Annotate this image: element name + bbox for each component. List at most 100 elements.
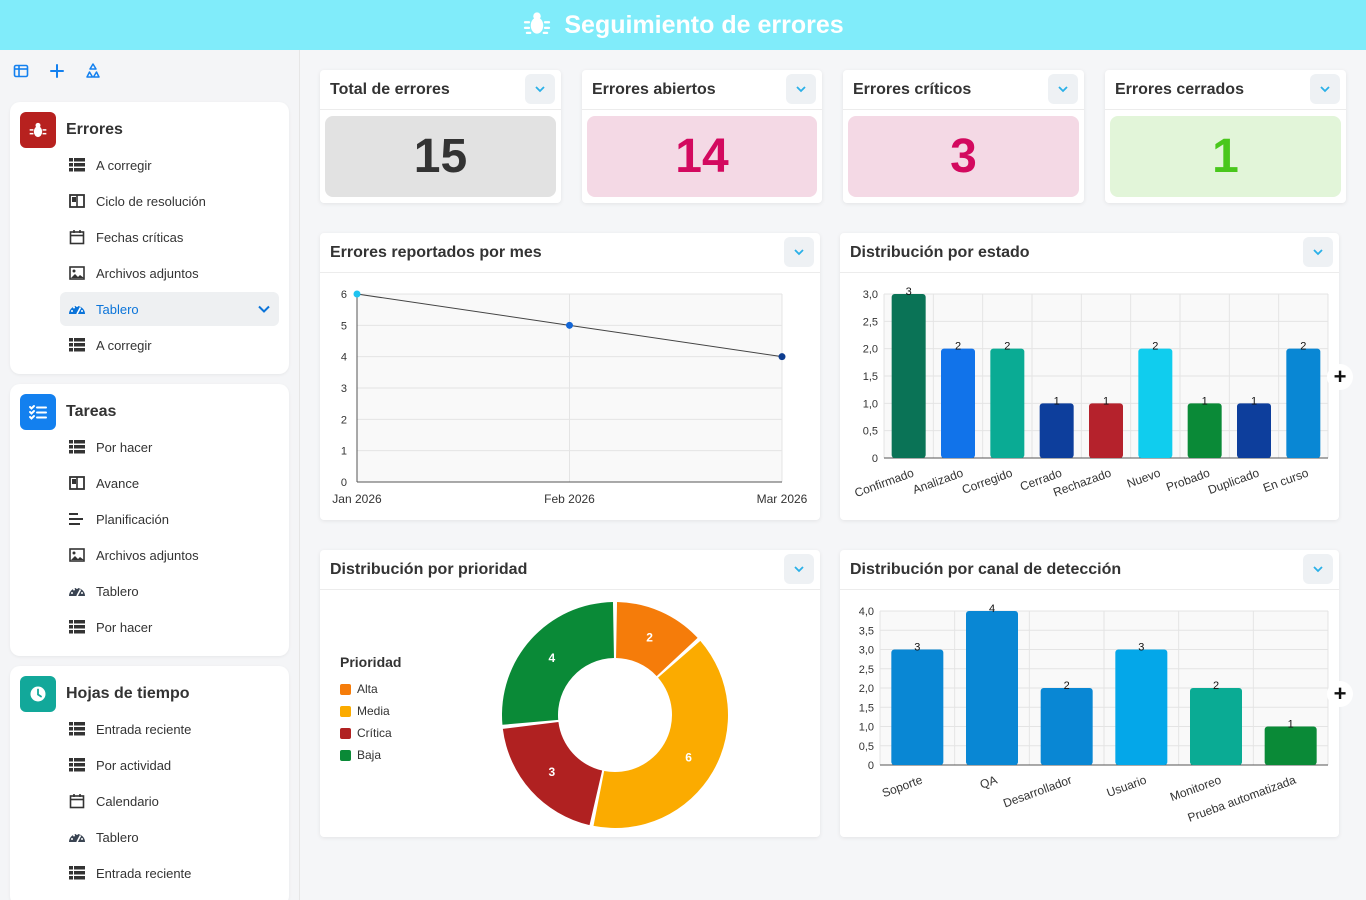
recycle-icon[interactable] bbox=[82, 60, 104, 82]
sidebar-item[interactable]: Por hacer bbox=[60, 610, 279, 644]
legend-swatch bbox=[340, 683, 351, 695]
legend-item[interactable]: Crítica bbox=[340, 722, 401, 744]
y-tick-label: 1,0 bbox=[863, 398, 878, 410]
kpi-card-total: Total de errores 15 bbox=[320, 70, 561, 203]
layout-toggle-icon[interactable] bbox=[10, 60, 32, 82]
sidebar-item[interactable]: Archivos adjuntos bbox=[60, 538, 279, 572]
bar[interactable] bbox=[1190, 688, 1242, 765]
sidebar-item-label: Entrada reciente bbox=[96, 865, 192, 881]
sidebar-group-header[interactable]: Tareas bbox=[20, 394, 116, 430]
sidebar-item[interactable]: Archivos adjuntos bbox=[60, 256, 279, 290]
sidebar-item[interactable]: Por hacer bbox=[60, 430, 279, 464]
chart-title: Distribución por prioridad bbox=[320, 550, 820, 590]
y-tick-label: 1 bbox=[341, 446, 347, 458]
y-tick-label: 2 bbox=[341, 414, 347, 426]
bar[interactable] bbox=[941, 348, 975, 458]
sidebar-group-header[interactable]: Errores bbox=[20, 112, 123, 148]
sidebar-group-title: Tareas bbox=[66, 403, 117, 420]
bar[interactable] bbox=[1138, 348, 1173, 458]
sidebar-group-title: Errores bbox=[66, 121, 123, 138]
bar[interactable] bbox=[1264, 726, 1317, 766]
chevron-down-icon[interactable] bbox=[784, 554, 814, 584]
x-tick-label: Confirmado bbox=[853, 466, 916, 500]
legend-item[interactable]: Baja bbox=[340, 744, 401, 766]
dashboard-icon bbox=[68, 582, 86, 600]
chart-card-prioridad: Distribución por prioridad Prioridad Alt… bbox=[320, 550, 820, 837]
bar[interactable] bbox=[891, 294, 926, 458]
chevron-down-icon[interactable] bbox=[525, 74, 555, 104]
sidebar-toolbar bbox=[10, 60, 104, 82]
chevron-down-icon[interactable] bbox=[1310, 74, 1340, 104]
table-icon bbox=[68, 336, 86, 354]
pie-slice[interactable] bbox=[616, 602, 698, 677]
bar[interactable] bbox=[1115, 649, 1168, 766]
bar[interactable] bbox=[891, 649, 944, 766]
data-label: 2 bbox=[1064, 680, 1070, 692]
legend-item[interactable]: Media bbox=[340, 700, 401, 722]
add-widget-icon[interactable]: + bbox=[1327, 681, 1353, 707]
kpi-value: 14 bbox=[587, 116, 817, 197]
pie-slice[interactable] bbox=[502, 721, 603, 826]
bar[interactable] bbox=[1040, 688, 1093, 765]
chevron-down-icon[interactable] bbox=[1303, 237, 1333, 267]
data-point[interactable] bbox=[353, 290, 361, 298]
bar[interactable] bbox=[990, 348, 1025, 458]
legend-item[interactable]: Alta bbox=[340, 678, 401, 700]
add-widget-icon[interactable]: + bbox=[1327, 364, 1353, 390]
sidebar-item[interactable]: Avance bbox=[60, 466, 279, 500]
data-point[interactable] bbox=[566, 321, 573, 329]
sidebar-group-header[interactable]: Hojas de tiempo bbox=[20, 676, 190, 712]
sidebar-item[interactable]: Tablero bbox=[60, 574, 279, 608]
sidebar-item-label: A corregir bbox=[96, 337, 152, 353]
chart-card-estado: Distribución por estado 0 0,5 1,0 1,5 2,0 2,5… bbox=[840, 233, 1339, 520]
data-point[interactable] bbox=[778, 353, 786, 361]
sidebar-item[interactable]: Por actividad bbox=[60, 748, 279, 782]
kpi-value: 3 bbox=[848, 116, 1079, 197]
sidebar-group-hojas-de-tiempo: Hojas de tiempo Entrada reciente Por acti… bbox=[10, 666, 289, 900]
sidebar-item-label: Calendario bbox=[96, 793, 159, 809]
bar[interactable] bbox=[1187, 403, 1222, 458]
chevron-down-icon[interactable] bbox=[1303, 554, 1333, 584]
pie-slice[interactable] bbox=[593, 640, 728, 828]
kpi-card-cerrados: Errores cerrados 1 bbox=[1105, 70, 1346, 203]
y-tick-label: 3,0 bbox=[863, 289, 878, 301]
data-label: 2 bbox=[1152, 341, 1158, 353]
data-label: 2 bbox=[955, 341, 961, 353]
bar[interactable] bbox=[1089, 403, 1123, 458]
bar[interactable] bbox=[966, 611, 1018, 765]
chevron-down-icon[interactable] bbox=[784, 237, 814, 267]
legend-label: Baja bbox=[357, 748, 382, 762]
sidebar-item[interactable]: Entrada reciente bbox=[60, 856, 279, 890]
dashboard-icon bbox=[68, 828, 86, 846]
bar[interactable] bbox=[1237, 403, 1271, 458]
legend-swatch bbox=[340, 727, 351, 739]
data-label: 2 bbox=[1300, 341, 1306, 353]
sidebar-item[interactable]: Tablero bbox=[60, 820, 279, 854]
legend-swatch bbox=[340, 749, 351, 761]
pie-slice[interactable] bbox=[502, 602, 614, 725]
sidebar-item[interactable]: Ciclo de resolución bbox=[60, 184, 279, 218]
sidebar-item-label: Ciclo de resolución bbox=[96, 193, 206, 209]
sidebar-item[interactable]: A corregir bbox=[60, 148, 279, 182]
x-tick-label: Desarrollador bbox=[1001, 773, 1073, 811]
add-icon[interactable] bbox=[46, 60, 68, 82]
chevron-down-icon[interactable] bbox=[786, 74, 816, 104]
data-label: 2 bbox=[1213, 680, 1219, 692]
sidebar-item[interactable]: Fechas críticas bbox=[60, 220, 279, 254]
sidebar-item[interactable]: Planificación bbox=[60, 502, 279, 536]
kpi-title: Total de errores bbox=[320, 70, 561, 110]
sidebar-item[interactable]: Calendario bbox=[60, 784, 279, 818]
x-tick-label: Analizado bbox=[911, 466, 966, 497]
sidebar-item[interactable]: Entrada reciente bbox=[60, 712, 279, 746]
chevron-down-icon[interactable] bbox=[1048, 74, 1078, 104]
kpi-title: Errores críticos bbox=[843, 70, 1084, 110]
sidebar-item[interactable]: A corregir bbox=[60, 328, 279, 362]
app-header: Seguimiento de errores bbox=[0, 0, 1366, 50]
sidebar-item[interactable]: Tablero bbox=[60, 292, 279, 326]
sidebar-group-title: Hojas de tiempo bbox=[66, 685, 190, 702]
bar[interactable] bbox=[1286, 348, 1321, 458]
sidebar-group-tareas: Tareas Por hacer Avance Planificación Archi… bbox=[10, 384, 289, 656]
bar[interactable] bbox=[1039, 403, 1074, 458]
chevron-down-icon[interactable] bbox=[257, 302, 271, 319]
sidebar-item-label: Entrada reciente bbox=[96, 721, 192, 737]
